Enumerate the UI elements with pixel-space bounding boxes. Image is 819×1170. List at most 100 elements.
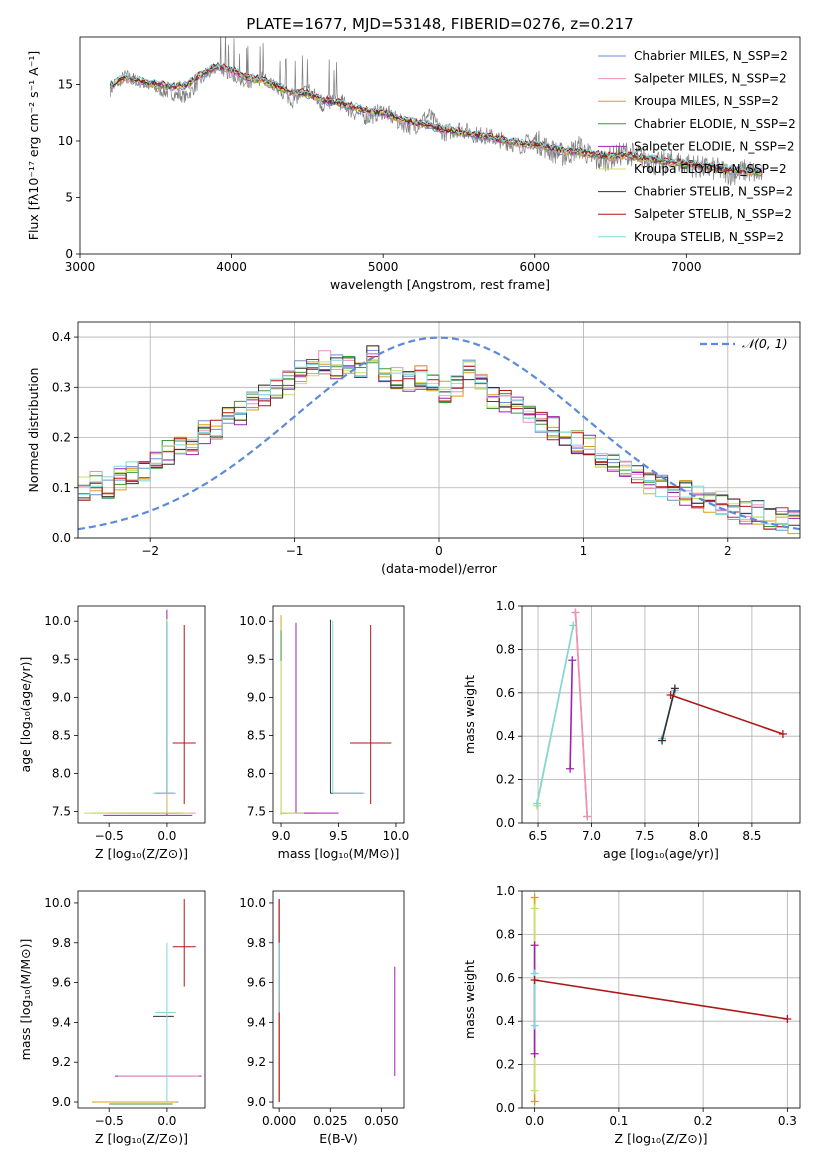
y-tick-label: 10.0: [239, 614, 266, 628]
errorbar-point-8: [153, 620, 177, 794]
x-tick-label: 3000: [65, 260, 96, 274]
weight-marker-2: [530, 1097, 539, 1106]
errorbar-point-6: [155, 621, 174, 794]
errorbar-point-6: [329, 619, 363, 794]
y-tick-label: 7.5: [247, 805, 266, 819]
y-tick-label: 0.2: [496, 1058, 515, 1072]
plot-area-residuals: [78, 336, 800, 538]
y-tick-label: 0.3: [52, 380, 71, 394]
x-tick-label: 9.5: [329, 829, 348, 843]
errorbar-point-3: [280, 630, 287, 814]
weight-marker-1: [571, 608, 580, 617]
axes-frame: [77, 890, 206, 1109]
x-tick-label: 4000: [216, 260, 247, 274]
figure-title: PLATE=1677, MJD=53148, FIBERID=0276, z=0…: [246, 15, 633, 33]
y-axis-label: mass weight: [462, 960, 477, 1039]
legend-label-2: Kroupa MILES, N_SSP=2: [634, 94, 779, 108]
axes-frame: [272, 605, 405, 824]
axes-frame: [272, 890, 405, 1109]
weight-marker-7: [778, 730, 787, 739]
errorbar-point-7: [172, 898, 196, 987]
weight-line-7: [534, 979, 788, 1020]
weight-marker-4: [530, 1049, 539, 1058]
y-tick-label: 9.2: [247, 1055, 266, 1069]
errorbar-point-4: [103, 609, 193, 816]
y-tick-label: 9.8: [52, 936, 71, 950]
legend-label-7: Salpeter STELIB, N_SSP=2: [634, 207, 792, 221]
y-tick-label: 8.5: [52, 728, 71, 742]
weight-marker-4: [568, 656, 577, 665]
legend-label-0: Chabrier MILES, N_SSP=2: [634, 49, 788, 63]
x-tick-label: 0.0: [157, 1114, 176, 1128]
y-tick-label: 0.6: [496, 971, 515, 985]
weight-marker-6: [670, 684, 679, 693]
x-axis-label: Z [log₁₀(Z/Z⊙)]: [95, 846, 188, 861]
x-tick-label: 7000: [671, 260, 702, 274]
x-axis-label: E(B-V): [319, 1131, 358, 1146]
x-tick-label: 7.5: [635, 829, 654, 843]
y-axis-label: mass [log₁₀(M/M⊙)]: [18, 939, 33, 1061]
y-tick-label: 1.0: [496, 884, 515, 898]
y-tick-label: 9.0: [247, 1095, 266, 1109]
axes-frame: [521, 890, 801, 1109]
y-tick-label: 0.0: [52, 531, 71, 545]
axes-frame: [521, 605, 801, 824]
y-tick-label: 9.4: [52, 1015, 71, 1029]
y-tick-label: 10: [58, 134, 73, 148]
x-axis-label: Z [log₁₀(Z/Z⊙)]: [95, 1131, 188, 1146]
legend-label-6: Chabrier STELIB, N_SSP=2: [634, 185, 793, 199]
axes-weight_vs_age: 6.5 7.0 7.5 8.0 8.5 0.0 0.2 0.4 0.6 0.8 1.0 age [lo…: [462, 599, 801, 861]
weight-line-7: [670, 694, 784, 735]
weight-line-4: [569, 660, 574, 769]
axes-weight_vs_Z: 0.0 0.1 0.2 0.3 0.0 0.2 0.4 0.6 0.8 1.0 Z [log₁₀(Z…: [462, 884, 801, 1146]
legend-spectrum: Chabrier MILES, N_SSP=2 Salpeter MILES, N…: [598, 49, 796, 244]
x-axis-label: Z [log₁₀(Z/Z⊙)]: [615, 1131, 708, 1146]
axes-frame: [77, 321, 801, 539]
y-axis-label: age [log₁₀(age/yr)]: [18, 657, 33, 773]
x-tick-label: 0.3: [778, 1114, 797, 1128]
weight-marker-7: [530, 975, 539, 984]
errorbar-point-5: [280, 660, 305, 814]
y-tick-label: 8.0: [52, 767, 71, 781]
y-tick-label: 5: [65, 190, 73, 204]
x-tick-label: 0.2: [694, 1114, 713, 1128]
x-tick-label: 2: [724, 544, 732, 558]
model-spectrum-8: [109, 62, 763, 174]
x-tick-label: 6000: [519, 260, 550, 274]
x-tick-label: 8.5: [742, 829, 761, 843]
plot-area-spectrum: [109, 37, 763, 186]
y-tick-label: 1.0: [496, 599, 515, 613]
axes-spectrum: 3000 4000 5000 6000 7000 0 5 10 15 wavelength [An…: [26, 36, 801, 292]
x-tick-label: 0.050: [364, 1114, 398, 1128]
plot-area-weight_vs_Z: [530, 893, 792, 1106]
legend-label-3: Chabrier ELODIE, N_SSP=2: [634, 117, 796, 131]
y-tick-label: 0.2: [52, 431, 71, 445]
x-tick-label: 10.0: [383, 829, 410, 843]
x-tick-label: 0.000: [262, 1114, 296, 1128]
weight-marker-1: [583, 812, 592, 821]
y-tick-label: 8.5: [247, 728, 266, 742]
weight-marker-8: [530, 1021, 539, 1030]
y-axis-label: Flux [fλ10⁻¹⁷ erg cm⁻² s⁻¹ A⁻¹]: [26, 51, 41, 240]
x-tick-label: −0.5: [95, 1114, 124, 1128]
plot-area-age_vs_Z: [83, 609, 196, 816]
y-tick-label: 9.0: [247, 690, 266, 704]
y-tick-label: 10.0: [239, 896, 266, 910]
x-tick-label: 1: [580, 544, 588, 558]
x-tick-label: 0.0: [157, 829, 176, 843]
axes-mass_vs_Z: −0.5 0.0 9.0 9.2 9.4 9.6 9.8 10.0 Z [log₁₀(Z/Z⊙)…: [18, 890, 206, 1146]
x-axis-label: mass [log₁₀(M/M⊙)]: [278, 846, 400, 861]
weight-marker-5: [530, 904, 539, 913]
errorbar-point-5: [83, 618, 190, 814]
y-tick-label: 10.0: [44, 896, 71, 910]
x-tick-label: 9.0: [271, 829, 290, 843]
y-axis-label: Normed distribution: [26, 368, 41, 493]
grid-weight_vs_age: [522, 605, 800, 824]
weight-line-1: [574, 612, 588, 817]
axes-frame: [77, 605, 206, 824]
y-tick-label: 10.0: [44, 614, 71, 628]
axes-age_vs_Z: −0.5 0.0 7.5 8.0 8.5 9.0 9.5 10.0 Z [log₁₀(Z/Z⊙)…: [18, 605, 206, 861]
weight-marker-6: [658, 736, 667, 745]
errorbar-point-7: [349, 625, 392, 804]
y-tick-label: 9.6: [247, 976, 266, 990]
